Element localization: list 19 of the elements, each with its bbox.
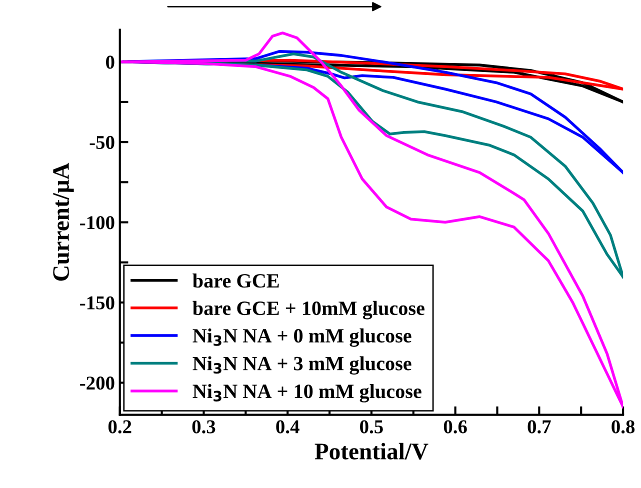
legend-label: Ni$_{3}$N NA + 10 mM glucose	[192, 384, 422, 402]
legend-label: bare GCE	[192, 273, 279, 288]
x-tick-label: 0.4	[276, 420, 300, 434]
y-axis-title: Current/μA	[53, 162, 74, 281]
x-tick-label: 0.6	[444, 420, 467, 434]
x-tick-label: 0.2	[108, 420, 132, 434]
x-tick-label: 0.3	[192, 420, 216, 434]
y-tick-label: -150	[80, 296, 114, 310]
y-tick-label: -100	[80, 216, 114, 230]
y-tick-label: -50	[90, 136, 114, 150]
x-axis-title: Potential/V	[314, 442, 428, 460]
x-tick-label: 0.7	[528, 420, 551, 434]
y-tick-label: -200	[80, 376, 114, 390]
legend-label: bare GCE + 10mM glucose	[192, 300, 424, 320]
y-tick-label: 0	[106, 56, 114, 69]
x-tick-label: 0.8	[612, 420, 635, 434]
legend-label: Ni$_{3}$N NA + 0 mM glucose	[192, 328, 412, 347]
legend-label: Ni$_{3}$N NA + 3 mM glucose	[192, 356, 412, 375]
x-tick-label: 0.5	[360, 420, 383, 434]
